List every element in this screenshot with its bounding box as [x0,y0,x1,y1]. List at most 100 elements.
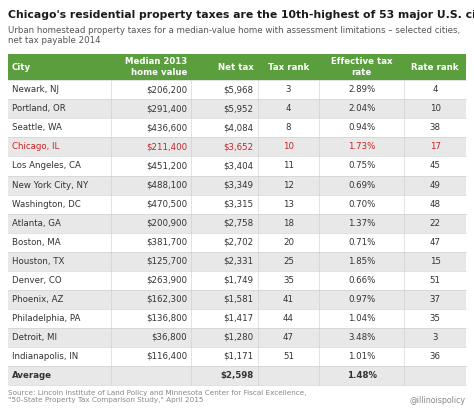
Bar [191,233,257,251]
Bar [111,290,191,309]
Text: Philadelphia, PA: Philadelphia, PA [12,314,81,323]
Text: Phoenix, AZ: Phoenix, AZ [12,295,64,304]
Text: 17: 17 [429,142,441,151]
Bar [191,271,257,290]
Text: 0.69%: 0.69% [348,181,375,190]
Bar [257,54,319,80]
Bar [319,347,404,366]
Text: 49: 49 [429,181,440,190]
Text: 45: 45 [429,161,441,171]
Bar [257,271,319,290]
Text: $136,800: $136,800 [146,314,187,323]
Bar [257,366,319,385]
Text: 3: 3 [286,85,292,94]
Text: Atlanta, GA: Atlanta, GA [12,219,61,227]
Text: 25: 25 [283,257,294,266]
Bar [8,99,111,118]
Bar [191,176,257,195]
Text: 0.66%: 0.66% [348,276,375,285]
Text: Portland, OR: Portland, OR [12,104,66,113]
Bar [257,233,319,251]
Bar [111,99,191,118]
Text: 1.37%: 1.37% [348,219,375,227]
Bar [191,80,257,99]
Bar [111,366,191,385]
Text: $211,400: $211,400 [146,142,187,151]
Bar [191,54,257,80]
Text: 2.04%: 2.04% [348,104,375,113]
Text: 10: 10 [283,142,294,151]
Bar [404,137,466,156]
Bar [404,290,466,309]
Text: 3.48%: 3.48% [348,333,375,342]
Text: 4: 4 [286,104,292,113]
Text: $2,598: $2,598 [220,371,254,380]
Bar [191,118,257,137]
Text: 47: 47 [283,333,294,342]
Bar [8,80,111,99]
Bar [319,271,404,290]
Text: Newark, NJ: Newark, NJ [12,85,59,94]
Text: 15: 15 [429,257,441,266]
Bar [404,195,466,214]
Bar [111,54,191,80]
Text: $1,171: $1,171 [223,352,254,361]
Text: $116,400: $116,400 [146,352,187,361]
Text: $200,900: $200,900 [146,219,187,227]
Text: Source: Lincoln Institute of Land Policy and Minnesota Center for Fiscal Excelle: Source: Lincoln Institute of Land Policy… [8,390,307,403]
Bar [257,99,319,118]
Text: $291,400: $291,400 [146,104,187,113]
Text: Houston, TX: Houston, TX [12,257,64,266]
Bar [111,195,191,214]
Bar [8,251,111,271]
Bar [8,347,111,366]
Text: 44: 44 [283,314,294,323]
Bar [404,271,466,290]
Text: 20: 20 [283,238,294,247]
Text: 10: 10 [429,104,441,113]
Bar [8,118,111,137]
Text: $206,200: $206,200 [146,85,187,94]
Text: 8: 8 [286,123,292,132]
Bar [191,251,257,271]
Text: $2,331: $2,331 [223,257,254,266]
Bar [404,309,466,328]
Bar [404,233,466,251]
Bar [319,233,404,251]
Bar [8,233,111,251]
Bar [319,366,404,385]
Bar [111,80,191,99]
Text: Los Angeles, CA: Los Angeles, CA [12,161,81,171]
Text: $436,600: $436,600 [146,123,187,132]
Text: @illinoispolicy: @illinoispolicy [410,396,466,405]
Bar [257,214,319,233]
Text: Rate rank: Rate rank [411,63,459,72]
Bar [8,214,111,233]
Bar [191,328,257,347]
Text: $3,349: $3,349 [224,181,254,190]
Bar [191,347,257,366]
Bar [8,271,111,290]
Text: $488,100: $488,100 [146,181,187,190]
Bar [257,118,319,137]
Bar [111,251,191,271]
Text: $1,581: $1,581 [223,295,254,304]
Bar [111,347,191,366]
Bar [191,214,257,233]
Bar [404,347,466,366]
Text: Washington, DC: Washington, DC [12,200,81,209]
Text: $4,084: $4,084 [223,123,254,132]
Bar [319,214,404,233]
Text: 0.97%: 0.97% [348,295,375,304]
Text: 36: 36 [429,352,441,361]
Bar [257,195,319,214]
Bar [8,195,111,214]
Bar [191,366,257,385]
Text: 0.94%: 0.94% [348,123,375,132]
Bar [404,156,466,176]
Text: 37: 37 [429,295,441,304]
Text: $5,968: $5,968 [224,85,254,94]
Bar [404,366,466,385]
Bar [257,328,319,347]
Text: $1,417: $1,417 [223,314,254,323]
